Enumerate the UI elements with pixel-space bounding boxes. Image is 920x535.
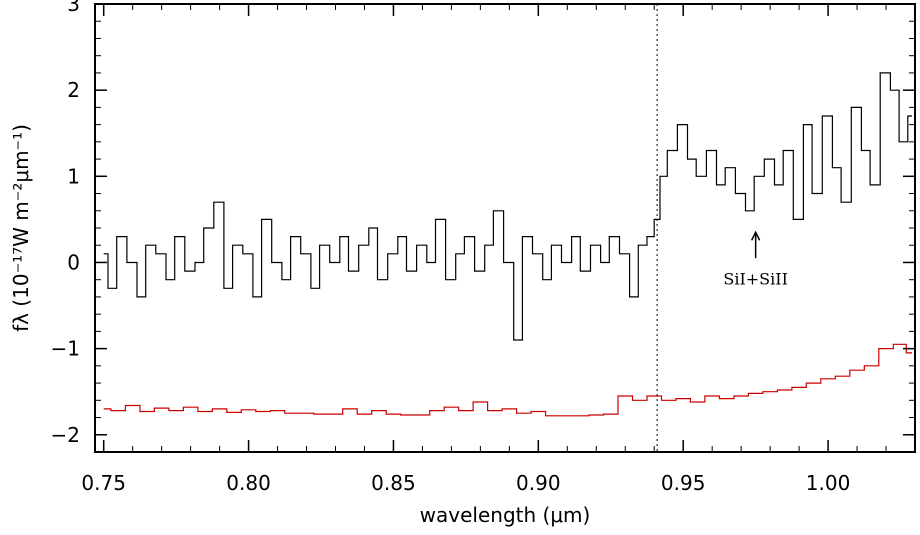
x-tick-label: 0.85: [371, 471, 416, 495]
y-tick-label: 2: [67, 78, 80, 102]
series-layer: [103, 72, 913, 417]
annotation-arrowhead: [750, 230, 761, 241]
y-tick-label: −2: [51, 423, 80, 447]
x-tick-label: 0.90: [516, 471, 561, 495]
y-axis-title: fλ (10⁻¹⁷W m⁻²μm⁻¹): [9, 124, 33, 332]
plot-frame: [94, 3, 916, 453]
x-tick-label: 1.00: [806, 471, 851, 495]
y-tick-label: 3: [67, 0, 80, 16]
series-line-0: [103, 72, 913, 341]
series-line-1: [103, 343, 913, 417]
x-tick-label: 0.80: [226, 471, 271, 495]
y-tick-label: 0: [67, 250, 80, 274]
annotation-layer: SiI+SiII: [723, 230, 788, 289]
x-tick-label: 0.75: [81, 471, 126, 495]
x-axis-title: wavelength (μm): [420, 503, 591, 527]
y-tick-label: −1: [51, 337, 80, 361]
ticks-layer: 0.75 0.80 0.85 0.90 0.95 1.00 −2 −1 0 1 2 3: [51, 0, 915, 495]
annotation-label: SiI+SiII: [723, 270, 788, 289]
y-tick-label: 1: [67, 164, 80, 188]
x-tick-label: 0.95: [661, 471, 706, 495]
